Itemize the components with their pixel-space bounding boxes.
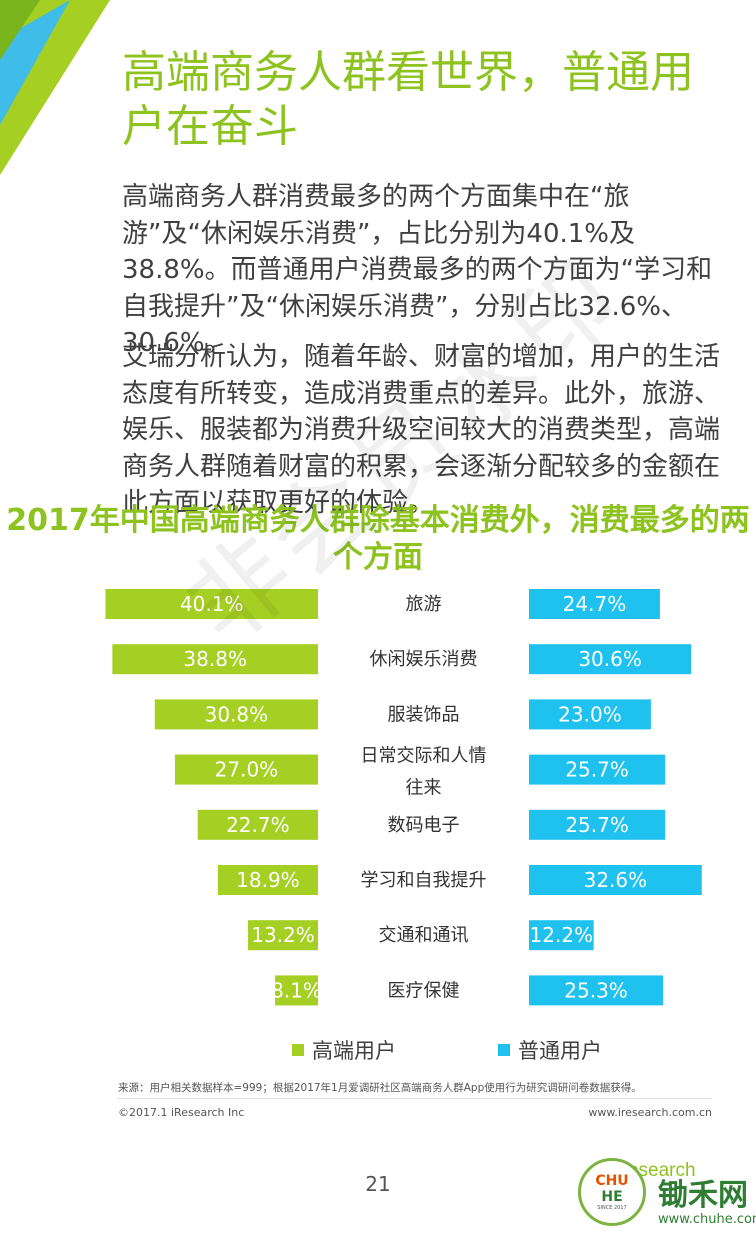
bar-high-end-cat-1 [105,589,318,619]
data-label-regular-cat-3: 23.0% [558,702,622,726]
footer-divider [118,1098,712,1099]
chuhe-url: www.chuhe.com [658,1212,756,1227]
data-label-regular-cat-6: 32.6% [584,868,648,892]
bar-regular-cat-6 [529,865,702,895]
chuhe-badge-logo: CHU HE SINCE 2017 [578,1158,646,1226]
chart-title: 2017年中国高端商务人群除基本消费外，消费最多的两个方面 [6,503,750,575]
category-label-cat-8: 医疗保健 [388,980,460,1001]
bar-high-end-cat-3 [154,699,318,730]
legend-item-high-end: 高端用户 [292,1036,396,1064]
bar-regular-cat-5 [529,809,666,840]
data-label-regular-cat-1: 24.7% [563,592,627,616]
butterfly-bar-chart: 40.1% 24.7% 旅游 38.8% 30.6% 休闲娱乐消费 30.8% 23.0% 服装… [105,589,702,1006]
bar-high-end-cat-6 [217,865,318,895]
data-label-high-end-cat-2: 38.8% [183,647,247,671]
category-label-cat-4: 日常交际和人情往来 [361,746,487,799]
bar-high-end-cat-4 [174,754,318,785]
bar-regular-cat-1 [529,589,660,619]
data-label-high-end-cat-5: 22.7% [226,813,290,837]
data-label-high-end-cat-4: 27.0% [215,758,279,782]
copyright: ©2017.1 iResearch Inc [118,1106,245,1119]
data-label-high-end-cat-7: 13.2% [251,923,315,947]
category-label-cat-1: 旅游 [406,594,442,615]
category-label-cat-6: 学习和自我提升 [361,870,487,891]
bar-high-end-cat-2 [112,644,318,675]
data-label-regular-cat-8: 25.3% [564,978,628,1002]
website-link[interactable]: www.iresearch.com.cn [588,1106,712,1119]
badge-caption: SINCE 2017 [597,1204,627,1211]
chuhe-brand-name: 锄禾网 [658,1178,748,1213]
category-label-cat-2: 休闲娱乐消费 [370,649,478,670]
data-label-regular-cat-4: 25.7% [565,758,629,782]
analysis-paragraph: 艾瑞分析认为，随着年龄、财富的增加，用户的生活态度有所转变，造成消费重点的差异。… [122,342,721,518]
bar-regular-cat-4 [529,754,666,785]
badge-text-top: CHU [595,1172,629,1189]
corner-decoration [0,0,110,175]
source-note: 来源：用户相关数据样本=999；根据2017年1月爱调研社区高端商务人群App使… [118,1082,642,1094]
data-label-high-end-cat-1: 40.1% [180,592,244,616]
category-label-cat-5: 数码电子 [388,815,460,836]
category-label-cat-7: 交通和通讯 [379,925,469,946]
bar-high-end-cat-8 [275,975,318,1006]
data-label-regular-cat-7: 12.2% [530,923,594,947]
legend-label-high-end: 高端用户 [312,1039,396,1063]
page-number: 21 [365,1172,391,1196]
bar-regular-cat-2 [529,644,692,675]
bar-regular-cat-7 [529,920,594,951]
bar-regular-cat-8 [529,975,664,1006]
bar-high-end-cat-5 [197,809,318,840]
data-label-high-end-cat-3: 30.8% [205,702,269,726]
data-label-regular-cat-2: 30.6% [578,647,642,671]
page-title: 高端商务人群看世界，普通用户在奋斗 [122,47,694,152]
badge-text-bottom: HE [601,1188,623,1205]
data-label-high-end-cat-8: 8.1% [271,978,322,1002]
legend-item-regular: 普通用户 [498,1036,602,1064]
data-label-regular-cat-5: 25.7% [565,813,629,837]
data-label-high-end-cat-6: 18.9% [236,868,300,892]
legend-swatch-regular [498,1044,510,1056]
summary-paragraph: 高端商务人群消费最多的两个方面集中在“旅游”及“休闲娱乐消费”，占比分别为40.… [122,182,713,358]
bar-regular-cat-3 [529,699,651,730]
legend-swatch-high-end [292,1044,304,1056]
category-label-cat-3: 服装饰品 [388,704,460,725]
legend-label-regular: 普通用户 [518,1039,602,1063]
bar-high-end-cat-7 [248,920,318,951]
